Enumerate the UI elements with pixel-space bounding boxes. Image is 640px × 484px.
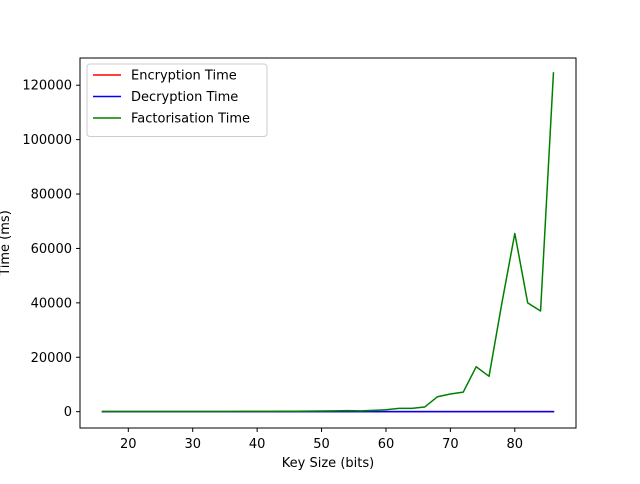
x-axis-label: Key Size (bits) (282, 456, 374, 471)
y-tick-label-3: 60000 (31, 242, 72, 257)
x-axis: 20 30 40 50 60 70 80 (120, 428, 523, 452)
legend: Encryption Time Decryption Time Factorisat… (86, 63, 268, 137)
x-tick-label-0: 20 (120, 437, 137, 452)
y-tick-label-5: 100000 (22, 133, 72, 148)
x-tick-label-4: 60 (378, 437, 395, 452)
y-axis-label: Time (ms) (0, 210, 13, 277)
legend-label-2: Factorisation Time (131, 112, 250, 127)
x-tick-label-1: 30 (184, 437, 201, 452)
series-line-2 (101, 72, 555, 413)
y-axis: 0 20000 40000 60000 80000 100000 120000 (22, 79, 80, 420)
series-layer (101, 72, 555, 413)
x-tick-label-5: 70 (442, 437, 459, 452)
x-tick-label-6: 80 (507, 437, 524, 452)
y-tick-label-1: 20000 (31, 351, 72, 366)
y-tick-label-4: 80000 (31, 188, 72, 203)
y-tick-label-0: 0 (64, 405, 72, 420)
x-tick-label-2: 40 (249, 437, 266, 452)
plot-area-frame (79, 57, 577, 429)
legend-label-1: Decryption Time (131, 90, 238, 105)
legend-label-0: Encryption Time (131, 69, 237, 84)
y-tick-label-6: 120000 (22, 79, 72, 94)
x-tick-label-3: 50 (313, 437, 330, 452)
y-tick-label-2: 40000 (31, 296, 72, 311)
legend-box (86, 63, 268, 137)
